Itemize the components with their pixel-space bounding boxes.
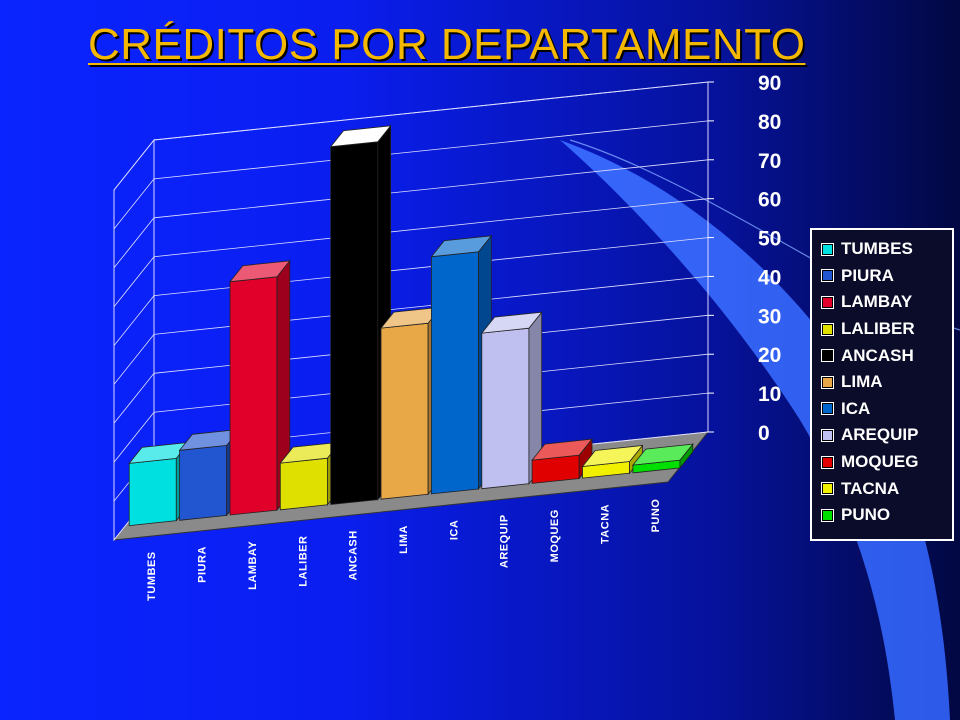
bar-top: [480, 311, 543, 334]
legend-item: PIURA: [821, 263, 952, 290]
bar-arequip: [480, 311, 543, 490]
x-tick-label: LALIBER: [297, 536, 309, 587]
gridline: [113, 159, 709, 269]
legend-swatch: [821, 269, 834, 283]
legend-swatch: [821, 322, 834, 336]
bar-top: [531, 438, 593, 461]
bar-front: [430, 251, 479, 495]
x-tick-label: AREQUIP: [499, 514, 511, 568]
x-tick-label: MOQUEG: [549, 509, 561, 562]
legend-swatch: [821, 482, 834, 496]
y-tick-label: 20: [758, 344, 781, 367]
legend-item: TACNA: [821, 475, 952, 502]
y-tick-label: 30: [758, 305, 781, 328]
bar-front: [330, 141, 379, 505]
legend-label: LAMBAY: [841, 292, 913, 312]
gridline: [113, 81, 709, 191]
bar-front: [128, 457, 177, 527]
legend-item: PUNO: [821, 502, 952, 529]
x-tick-label: ANCASH: [348, 530, 360, 580]
legend-label: ANCASH: [841, 345, 914, 365]
y-tick-label: 70: [758, 150, 781, 173]
chart-legend: TUMBES PIURA LAMBAY LALIBER ANCASH LIMA ICA ARE…: [810, 228, 954, 541]
bar-top: [430, 235, 493, 258]
bar-tacna: [581, 444, 644, 479]
bar-lambay: [229, 259, 291, 516]
x-tick-label: PIURA: [197, 546, 209, 583]
x-tick-label: LIMA: [398, 525, 410, 554]
y-tick-label: 40: [758, 266, 781, 289]
y-tick-label: 10: [758, 383, 781, 406]
legend-label: PIURA: [841, 265, 894, 285]
bar-front: [481, 327, 530, 490]
legend-swatch: [821, 402, 834, 416]
legend-swatch: [821, 242, 834, 256]
x-tick-label: LAMBAY: [247, 541, 259, 590]
bar-moqueg: [531, 437, 593, 484]
legend-item: MOQUEG: [821, 449, 952, 476]
gridline: [113, 120, 709, 230]
legend-swatch: [821, 375, 834, 389]
x-tick-label: TUMBES: [146, 551, 158, 600]
legend-swatch: [821, 455, 834, 469]
x-tick-label: TACNA: [599, 504, 611, 544]
bar-front: [380, 322, 429, 500]
bar-top: [581, 445, 644, 467]
bar-front: [229, 276, 278, 516]
y-tick-label: 0: [758, 422, 770, 445]
legend-label: TUMBES: [841, 239, 913, 259]
legend-item: ICA: [821, 396, 952, 423]
legend-label: TACNA: [841, 478, 900, 498]
bar-chart-3d: 0 10 20 30 40 50 60 70 80 90 TUMBES PIURA LAMBAY LALI…: [112, 72, 781, 601]
bar-front: [179, 444, 228, 521]
legend-item: TUMBES: [821, 236, 952, 263]
legend-swatch: [821, 428, 834, 442]
x-tick-label: ICA: [448, 520, 460, 540]
legend-swatch: [821, 349, 834, 363]
gridline: [113, 276, 709, 385]
y-tick-label: 90: [758, 72, 781, 95]
legend-swatch: [821, 295, 834, 309]
y-tick-label: 50: [758, 228, 781, 251]
legend-item: LAMBAY: [821, 289, 952, 316]
gridline: [113, 237, 709, 346]
legend-label: MOQUEG: [841, 452, 919, 472]
x-tick-label: PUNO: [650, 499, 662, 533]
legend-label: LIMA: [841, 372, 883, 392]
bar-top: [229, 260, 291, 283]
slide-title: CRÉDITOS POR DEPARTAMENTO: [88, 20, 806, 69]
legend-label: PUNO: [841, 505, 891, 525]
bar-top: [631, 443, 694, 466]
legend-label: AREQUIP: [841, 425, 919, 445]
y-tick-label: 80: [758, 111, 781, 134]
gridline: [113, 198, 709, 307]
legend-label: ICA: [841, 398, 871, 418]
bar-front: [279, 457, 328, 511]
y-tick-label: 60: [758, 189, 781, 212]
legend-item: LALIBER: [821, 316, 952, 343]
legend-item: LIMA: [821, 369, 952, 396]
bar-top: [329, 125, 392, 148]
legend-item: AREQUIP: [821, 422, 952, 449]
legend-swatch: [821, 508, 834, 522]
legend-label: LALIBER: [841, 319, 915, 339]
bar-puno: [631, 442, 694, 474]
legend-item: ANCASH: [821, 342, 952, 369]
